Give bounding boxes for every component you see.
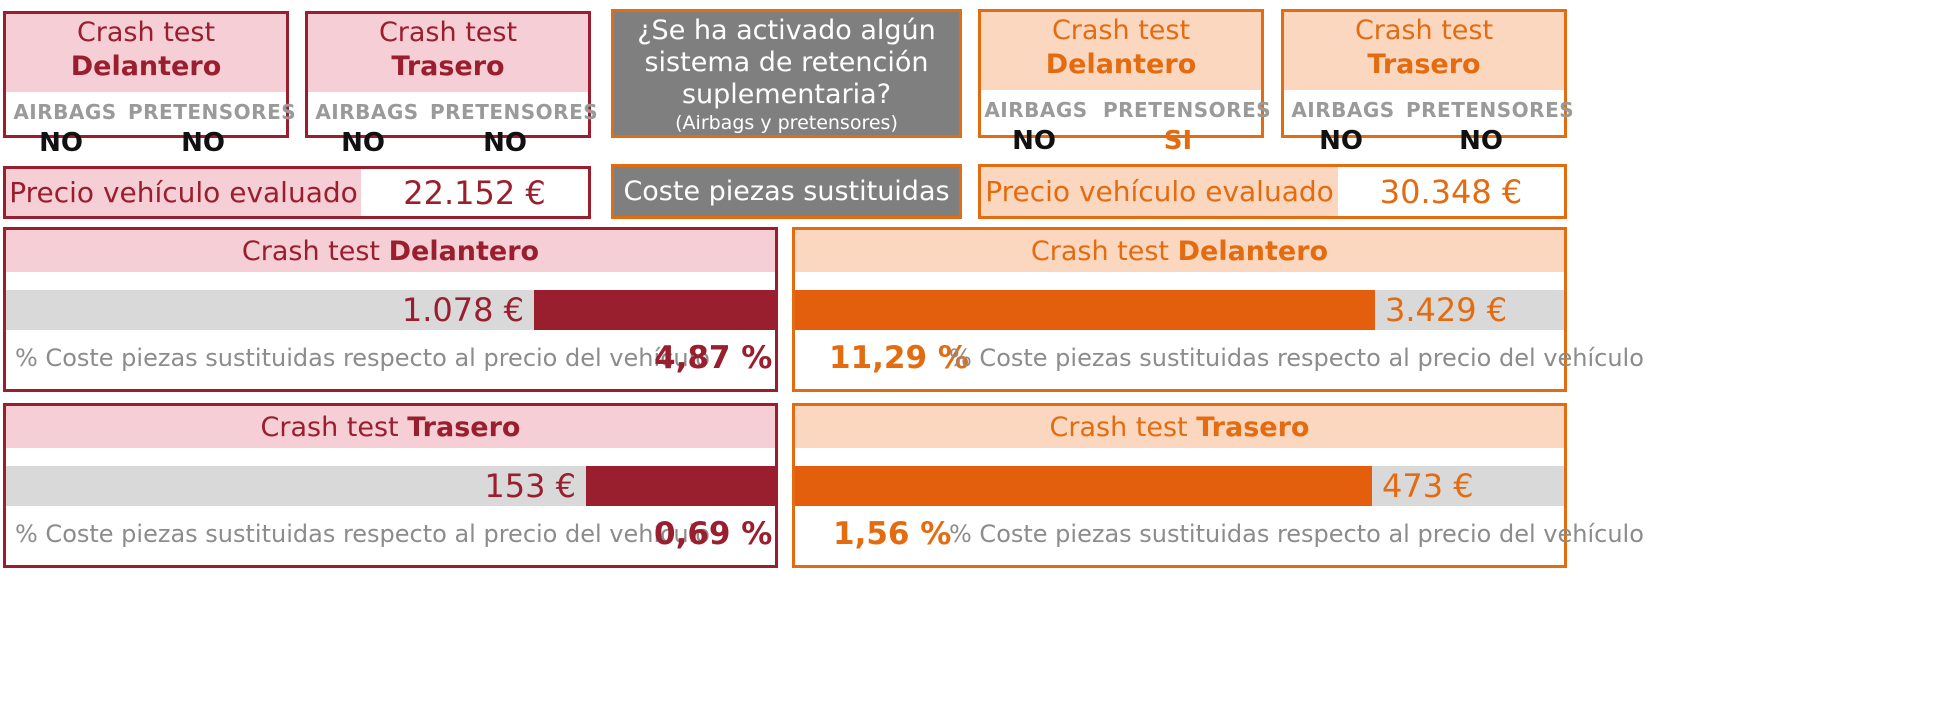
- status-box-left-front: Crash test Delantero AIRBAGS PRETENSORES…: [3, 11, 297, 158]
- question-subtitle: (Airbags y pretensores): [675, 112, 898, 134]
- cost-label-box: Coste piezas sustituidas: [611, 164, 962, 219]
- cost-bar-track: 153 €: [6, 466, 775, 506]
- airbags-label: AIRBAGS: [315, 100, 419, 124]
- cost-percentage: 0,69 %: [654, 516, 773, 552]
- question-line-2: sistema de retención: [644, 47, 929, 78]
- status-subtitle: Trasero: [391, 51, 505, 82]
- panel-title-prefix: Crash test: [1049, 411, 1197, 443]
- status-subtitle: Delantero: [1045, 49, 1197, 80]
- panel-title-prefix: Crash test: [1030, 235, 1178, 267]
- price-value: 22.152 €: [403, 173, 546, 212]
- panel-title-bold: Delantero: [1177, 235, 1329, 267]
- cost-bar-track: 473 €: [795, 466, 1564, 506]
- panel-title-bold: Trasero: [407, 411, 521, 443]
- pretensores-label: PRETENSORES: [1103, 98, 1272, 122]
- cost-label: Coste piezas sustituidas: [623, 176, 950, 207]
- cost-bar-fill: [586, 466, 775, 506]
- cost-amount: 1.078 €: [401, 291, 524, 329]
- price-value: 30.348 €: [1379, 172, 1523, 211]
- panel-title: Crash test Trasero: [795, 406, 1564, 448]
- airbags-value: NO: [39, 128, 83, 158]
- airbags-value: NO: [1012, 126, 1056, 156]
- airbags-label: AIRBAGS: [13, 100, 117, 124]
- status-subtitle: Trasero: [1367, 49, 1481, 80]
- cost-description: % Coste piezas sustituidas respecto al p…: [949, 344, 1644, 372]
- question-line-3: suplementaria?: [681, 79, 892, 110]
- srs-question-box: ¿Se ha activado algún sistema de retenci…: [611, 9, 962, 138]
- pretensores-value: SI: [1163, 126, 1193, 156]
- pretensores-value: NO: [1459, 126, 1503, 156]
- price-box-left: Precio vehículo evaluado 22.152 €: [3, 166, 591, 219]
- status-header: Crash test Trasero: [1284, 12, 1564, 90]
- cost-amount: 473 €: [1382, 467, 1474, 505]
- pretensores-label: PRETENSORES: [128, 100, 297, 124]
- cost-description: % Coste piezas sustituidas respecto al p…: [15, 344, 710, 372]
- cost-description: % Coste piezas sustituidas respecto al p…: [949, 520, 1644, 548]
- status-title: Crash test: [378, 17, 518, 48]
- pretensores-value: NO: [181, 128, 225, 158]
- result-panel-left-front: Crash test Delantero 1.078 € % Coste pie…: [3, 227, 778, 392]
- pretensores-label: PRETENSORES: [1406, 98, 1575, 122]
- panel-title-bold: Delantero: [388, 235, 540, 267]
- pretensores-label: PRETENSORES: [430, 100, 599, 124]
- price-label: Precio vehículo evaluado: [981, 167, 1338, 216]
- cost-percentage: 4,87 %: [654, 340, 773, 376]
- status-title: Crash test: [1051, 15, 1191, 46]
- cost-description: % Coste piezas sustituidas respecto al p…: [15, 520, 710, 548]
- airbags-label: AIRBAGS: [1291, 98, 1395, 122]
- result-panel-right-rear: Crash test Trasero 473 € 1,56 % % Coste …: [792, 403, 1644, 568]
- airbags-label: AIRBAGS: [984, 98, 1088, 122]
- result-panel-right-front: Crash test Delantero 3.429 € 11,29 % % C…: [792, 227, 1644, 392]
- status-box-left-rear: Crash test Trasero AIRBAGS PRETENSORES N…: [305, 11, 599, 158]
- result-panel-left-rear: Crash test Trasero 153 € % Coste piezas …: [3, 403, 778, 568]
- status-title: Crash test: [76, 17, 216, 48]
- panel-title: Crash test Delantero: [6, 230, 775, 272]
- cost-percentage: 11,29 %: [829, 340, 969, 376]
- panel-title-prefix: Crash test: [260, 411, 408, 443]
- airbags-value: NO: [1319, 126, 1363, 156]
- cost-bar-fill: [534, 290, 775, 330]
- price-label: Precio vehículo evaluado: [6, 169, 361, 216]
- status-header: Crash test Trasero: [308, 14, 588, 92]
- pretensores-value: NO: [483, 128, 527, 158]
- cost-bar-fill: [795, 290, 1375, 330]
- airbags-value: NO: [341, 128, 385, 158]
- status-subtitle: Delantero: [70, 51, 222, 82]
- cost-bar-track: 3.429 €: [795, 290, 1564, 330]
- cost-amount: 3.429 €: [1385, 291, 1508, 329]
- panel-title-bold: Trasero: [1196, 411, 1310, 443]
- panel-title-prefix: Crash test: [241, 235, 389, 267]
- status-header: Crash test Delantero: [6, 14, 286, 92]
- cost-bar-track: 1.078 €: [6, 290, 775, 330]
- panel-title: Crash test Trasero: [6, 406, 775, 448]
- status-title: Crash test: [1354, 15, 1494, 46]
- cost-percentage: 1,56 %: [833, 516, 952, 552]
- price-box-right: Precio vehículo evaluado 30.348 €: [978, 164, 1567, 219]
- cost-amount: 153 €: [484, 467, 576, 505]
- status-box-right-front: Crash test Delantero AIRBAGS PRETENSORES…: [978, 9, 1272, 156]
- panel-title: Crash test Delantero: [795, 230, 1564, 272]
- question-line-1: ¿Se ha activado algún: [637, 15, 936, 46]
- cost-bar-fill: [795, 466, 1372, 506]
- status-header: Crash test Delantero: [981, 12, 1261, 90]
- status-box-right-rear: Crash test Trasero AIRBAGS PRETENSORES N…: [1281, 9, 1575, 156]
